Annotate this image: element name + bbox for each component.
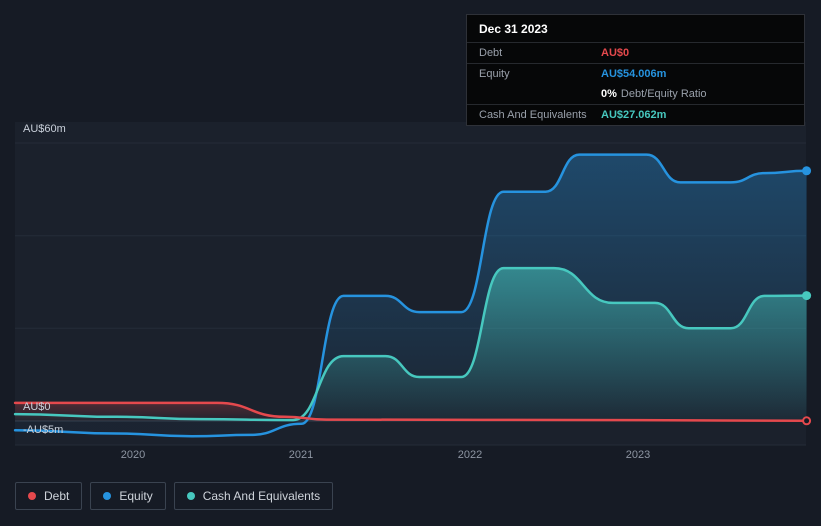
tooltip-date: Dec 31 2023	[467, 15, 804, 43]
tooltip-ratio-value: 0%	[601, 88, 617, 100]
tooltip-cash-value: AU$27.062m	[601, 109, 667, 121]
legend-item-cash[interactable]: Cash And Equivalents	[173, 482, 334, 510]
legend-item-equity[interactable]: Equity	[90, 482, 166, 510]
equity-dot-icon	[103, 492, 112, 500]
x-axis-label-2021: 2021	[288, 449, 314, 461]
y-axis-label-0: AU$0	[23, 401, 51, 413]
tooltip-cash-row: Cash And Equivalents AU$27.062m	[467, 104, 804, 125]
date-tooltip: Dec 31 2023 Debt AU$0 Equity AU$54.006m …	[466, 14, 805, 126]
x-axis-label-2023: 2023	[625, 449, 651, 461]
tooltip-equity-label: Equity	[479, 68, 510, 80]
tooltip-ratio-row: 0% Debt/Equity Ratio	[467, 84, 804, 104]
tooltip-debt-row: Debt AU$0	[467, 43, 804, 63]
tooltip-ratio-label: Debt/Equity Ratio	[620, 88, 707, 100]
tooltip-equity-value: AU$54.006m	[601, 68, 667, 80]
cash-dot-icon	[186, 492, 195, 500]
legend-cash-label: Cash And Equivalents	[202, 489, 321, 503]
chart-legend: Debt Equity Cash And Equivalents	[15, 482, 334, 510]
x-axis-label-2022: 2022	[457, 449, 483, 461]
x-axis-label-2020: 2020	[120, 449, 146, 461]
tooltip-equity-row: Equity AU$54.006m	[467, 63, 804, 84]
y-axis-label-60m: AU$60m	[23, 123, 66, 135]
tooltip-debt-label: Debt	[479, 47, 503, 59]
tooltip-debt-value: AU$0	[601, 47, 630, 59]
legend-equity-label: Equity	[119, 489, 153, 503]
tooltip-cash-label: Cash And Equivalents	[479, 109, 587, 121]
legend-item-debt[interactable]: Debt	[15, 482, 83, 510]
y-axis-label-neg5m: -AU$5m	[23, 424, 64, 436]
debt-dot-icon	[28, 492, 36, 500]
legend-debt-label: Debt	[44, 489, 70, 503]
